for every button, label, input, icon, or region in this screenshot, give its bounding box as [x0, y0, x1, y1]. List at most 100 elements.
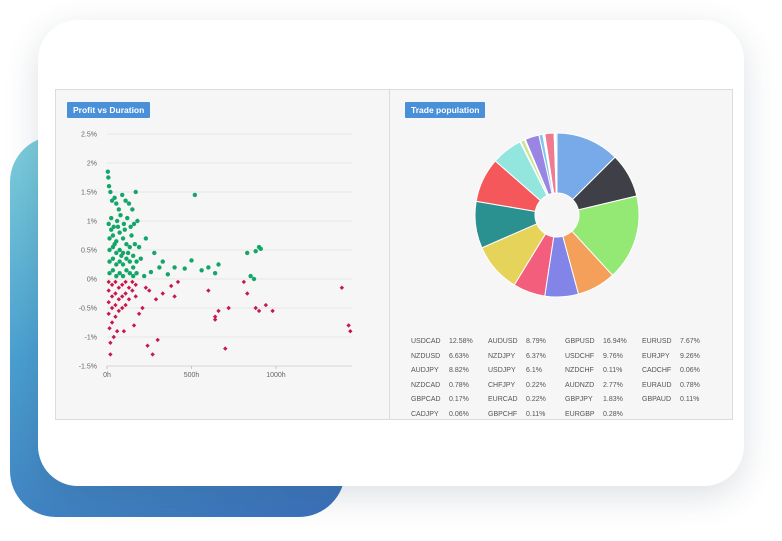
- profit-point: [110, 256, 116, 261]
- profit-point: [108, 189, 113, 195]
- profit-point: [124, 256, 129, 261]
- legend-symbol: CHFJPY: [488, 381, 516, 389]
- loss-point: [106, 288, 111, 293]
- y-tick-label: -1.5%: [79, 364, 97, 371]
- legend-value: 0.17%: [449, 396, 469, 403]
- profit-point: [141, 273, 147, 279]
- loss-point: [126, 285, 132, 290]
- loss-point: [120, 305, 125, 311]
- legend-value: 0.28%: [603, 410, 623, 418]
- loss-point: [136, 311, 142, 316]
- profit-point: [253, 248, 258, 254]
- loss-point: [256, 308, 262, 314]
- profit-point: [114, 201, 119, 206]
- legend-entry: GBPJPY 1.83%: [565, 396, 642, 403]
- loss-point: [113, 279, 118, 285]
- profit-point: [131, 221, 137, 227]
- legend-entry: EURGBP 0.28%: [565, 411, 642, 418]
- loss-point: [160, 291, 165, 296]
- legend-entry: USDCAD 12.58%: [411, 338, 488, 345]
- legend-entry: GBPUSD 16.94%: [565, 338, 642, 345]
- loss-point: [130, 279, 135, 285]
- loss-point: [113, 291, 118, 296]
- profit-point: [120, 273, 126, 279]
- legend-symbol: NZDJPY: [488, 352, 516, 360]
- loss-point: [121, 329, 127, 334]
- legend-row: AUDJPY 8.82% USDJPY 6.1% NZDCHF 0.11% CADCHF 0.…: [411, 367, 731, 382]
- loss-point: [106, 311, 111, 316]
- loss-point: [346, 323, 351, 328]
- legend-symbol: GBPAUD: [642, 396, 672, 403]
- pie-slice-eurgbp: [555, 132, 558, 194]
- legend-symbol: GBPJPY: [565, 396, 593, 403]
- profit-point: [114, 250, 119, 256]
- profit-point: [117, 230, 122, 235]
- y-tick-label: 1.5%: [81, 190, 97, 197]
- loss-point: [212, 314, 218, 319]
- profit-point: [111, 224, 116, 229]
- scatter-points: [105, 169, 353, 357]
- profit-point: [130, 253, 136, 258]
- legend-entry: NZDJPY 6.37%: [488, 353, 565, 360]
- profit-point: [125, 250, 131, 256]
- profit-point: [130, 273, 136, 279]
- loss-point: [143, 285, 149, 290]
- legend-entry: CADJPY 0.06%: [411, 411, 488, 418]
- loss-point: [223, 346, 228, 351]
- y-tick-label: -0.5%: [79, 306, 97, 313]
- legend-entry: CHFJPY 0.22%: [488, 382, 565, 389]
- profit-point: [245, 250, 250, 256]
- profit-point: [133, 189, 138, 195]
- profit-point: [136, 244, 142, 250]
- loss-point: [253, 305, 258, 311]
- loss-point: [120, 294, 125, 299]
- y-tick-label: 2.5%: [81, 132, 97, 139]
- loss-point: [130, 288, 135, 293]
- profit-point: [127, 244, 133, 250]
- loss-point: [133, 282, 138, 287]
- profit-point: [124, 268, 129, 273]
- legend-value: 7.67%: [680, 338, 700, 345]
- loss-point: [107, 326, 112, 331]
- profit-point: [165, 272, 171, 277]
- profit-point: [206, 265, 211, 270]
- legend-value: 6.63%: [449, 352, 469, 360]
- loss-point: [120, 282, 125, 287]
- y-tick-label: 2%: [87, 161, 97, 168]
- profit-point: [106, 221, 111, 227]
- loss-point: [106, 279, 111, 285]
- legend-entry: EURCAD 0.22%: [488, 396, 565, 403]
- profit-point: [107, 247, 112, 253]
- profit-point: [114, 262, 119, 267]
- legend-symbol: NZDCAD: [411, 381, 441, 389]
- loss-point: [116, 285, 122, 290]
- loss-point: [169, 283, 174, 289]
- profit-point: [248, 273, 253, 279]
- loss-point: [123, 302, 128, 308]
- legend-symbol: EURGBP: [565, 410, 595, 418]
- x-tick-label: 0h: [103, 372, 111, 379]
- legend-symbol: EURJPY: [642, 352, 670, 360]
- loss-point: [109, 305, 115, 311]
- legend-symbol: AUDNZD: [565, 381, 595, 389]
- legend-value: 0.11%: [526, 410, 546, 418]
- legend-symbol: NZDCHF: [565, 367, 594, 374]
- profit-point: [109, 215, 114, 221]
- y-tick-label: 0%: [87, 277, 97, 284]
- profit-point: [109, 198, 115, 203]
- loss-point: [114, 329, 120, 334]
- loss-point: [109, 282, 115, 287]
- profit-point: [134, 271, 139, 276]
- legend-symbol: USDCAD: [411, 338, 441, 345]
- legend-entry: EURUSD 7.67%: [642, 338, 719, 345]
- legend-symbol: EURUSD: [642, 338, 672, 345]
- profit-point: [148, 269, 154, 275]
- loss-point: [172, 294, 177, 299]
- legend-symbol: AUDUSD: [488, 338, 518, 345]
- profit-point: [160, 259, 165, 264]
- loss-point: [131, 323, 137, 328]
- profit-point: [114, 273, 119, 279]
- loss-point: [339, 285, 345, 290]
- profit-point: [192, 192, 198, 198]
- legend-row: NZDCAD 0.78% CHFJPY 0.22% AUDNZD 2.77% EURAUD 0…: [411, 382, 731, 397]
